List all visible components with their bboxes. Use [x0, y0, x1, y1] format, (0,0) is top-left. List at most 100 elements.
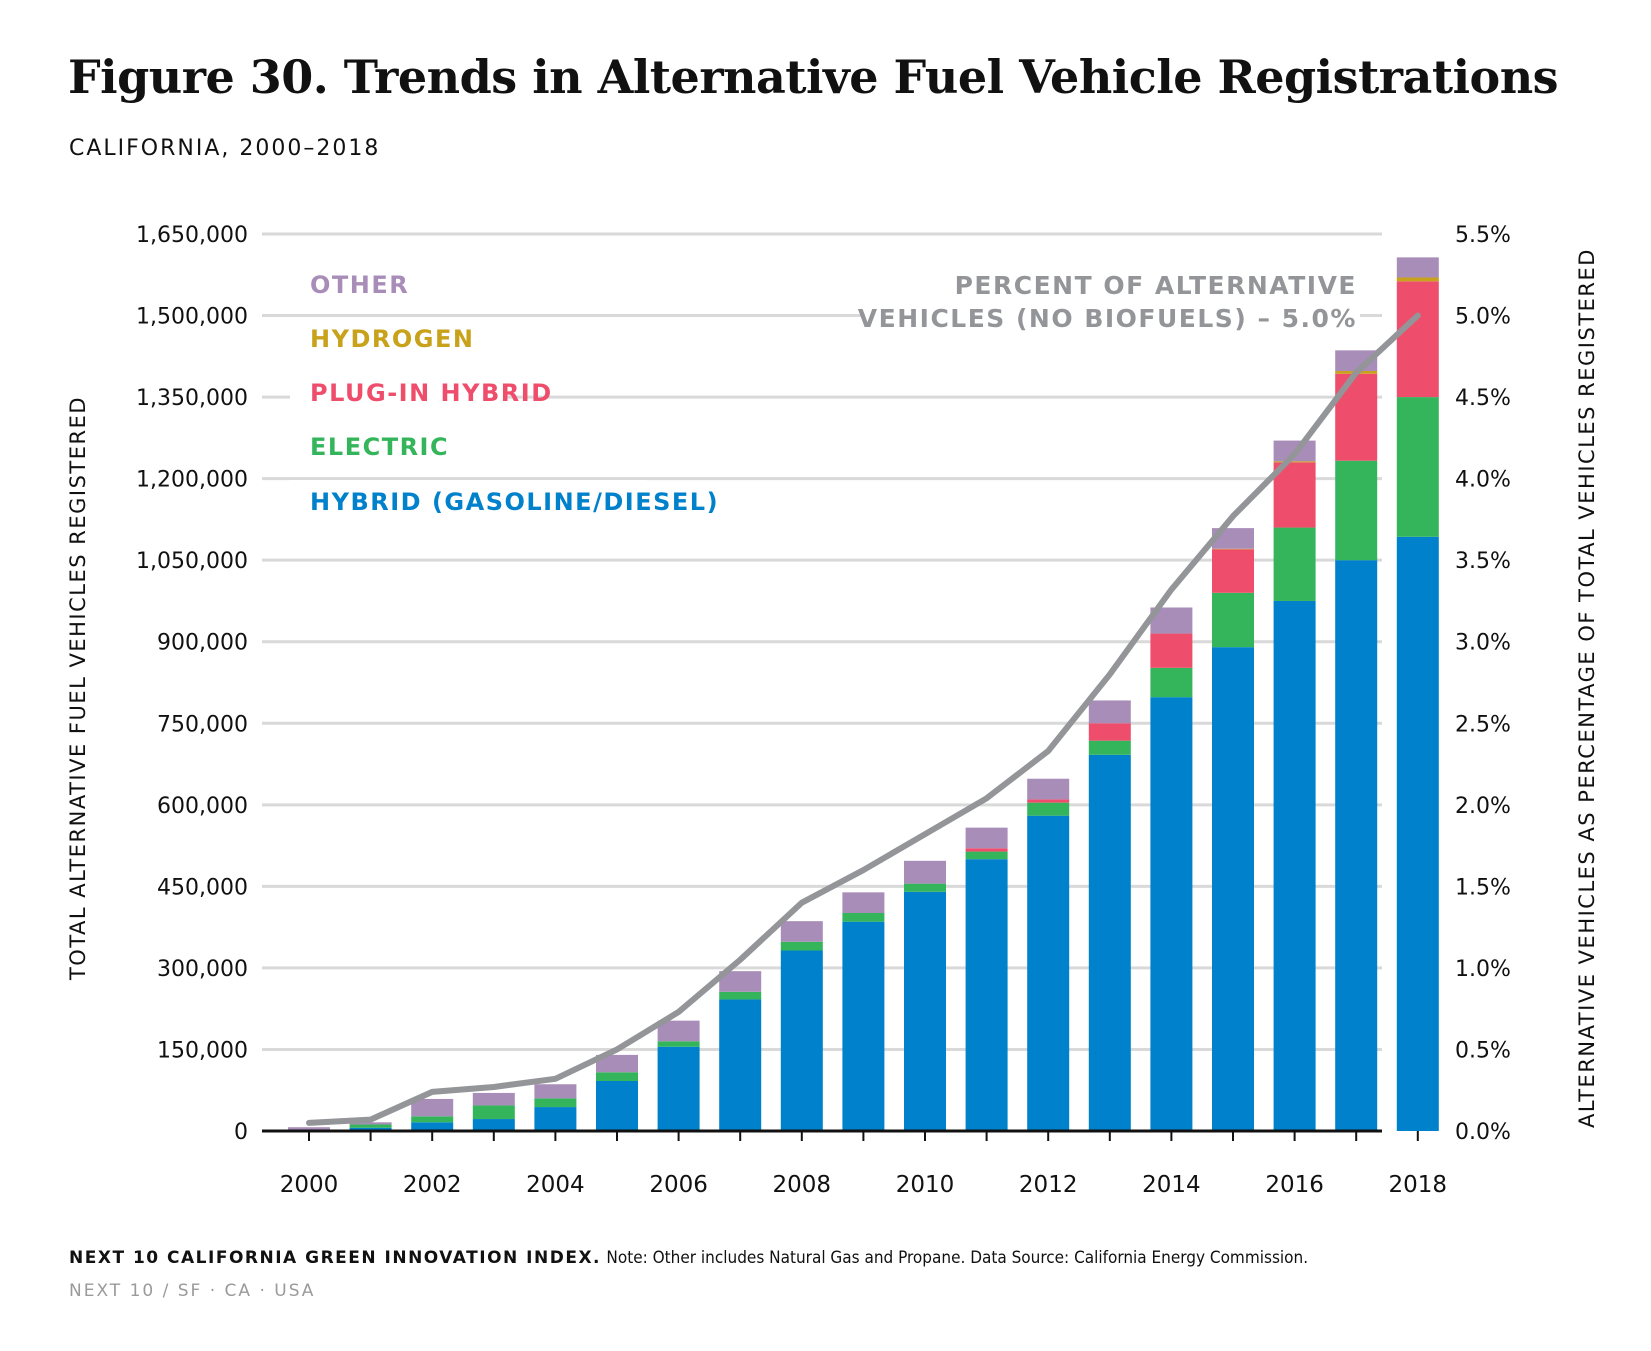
bar-plug-in-hybrid-2011 — [965, 848, 1008, 852]
x-tick-label: 2016 — [1265, 1172, 1324, 1198]
legend-item: PLUG-IN HYBRID — [310, 379, 553, 407]
bar-other-2006 — [657, 1020, 700, 1042]
bar-electric-2007 — [719, 991, 762, 1000]
x-tick-label: 2000 — [280, 1172, 339, 1198]
bar-electric-2012 — [1027, 802, 1070, 816]
legend-bg — [290, 425, 422, 465]
legend-item: HYDROGEN — [310, 325, 474, 353]
percent-line-path — [306, 312, 1421, 1126]
y-tick-label: 450,000 — [157, 875, 248, 900]
y-tick-label: 600,000 — [157, 794, 248, 819]
line-label-bg — [865, 265, 1360, 335]
bar-electric-2001 — [349, 1124, 392, 1128]
y-tick-label: 1,200,000 — [136, 468, 248, 493]
bar-hybrid-gasoline-diesel-2005 — [596, 1080, 638, 1131]
bars — [288, 257, 1439, 1131]
bar-other-2004 — [534, 1084, 577, 1099]
x-tick-label: 2012 — [1019, 1172, 1078, 1198]
bar-electric-2010 — [904, 883, 946, 892]
y-right-tick-label: 4.0% — [1455, 468, 1511, 493]
bar-hybrid-gasoline-diesel-2017 — [1335, 560, 1378, 1131]
y-tick-label: 1,650,000 — [136, 223, 248, 248]
bar-plug-in-hybrid-2014 — [1150, 633, 1193, 668]
bar-plug-in-hybrid-2017 — [1335, 373, 1378, 461]
bar-electric-2006 — [657, 1041, 700, 1047]
legend-item: HYBRID (GASOLINE/DIESEL) — [310, 488, 719, 516]
bar-electric-2017 — [1335, 460, 1378, 561]
bar-hydrogen-2018 — [1396, 277, 1439, 282]
bar-hybrid-gasoline-diesel-2001 — [349, 1127, 392, 1131]
bar-plug-in-hybrid-2016 — [1273, 462, 1316, 528]
footer-location: NEXT 10 / SF · CA · USA — [69, 1281, 316, 1301]
bar-other-2011 — [965, 827, 1008, 849]
bar-other-2009 — [842, 892, 885, 914]
bar-hybrid-gasoline-diesel-2004 — [534, 1107, 577, 1131]
percent-line-label: PERCENT OF ALTERNATIVE VEHICLES (NO BIOFU… — [858, 265, 1360, 335]
y-right-tick-label: 4.5% — [1455, 386, 1511, 411]
y-tick-label: 0 — [234, 1120, 248, 1145]
x-tick-label: 2006 — [649, 1172, 708, 1198]
x-tick-label: 2008 — [773, 1172, 832, 1198]
bar-other-2001 — [349, 1122, 392, 1125]
bar-other-2012 — [1027, 778, 1070, 800]
bar-other-2018 — [1396, 257, 1439, 278]
y-axis-ticks: 0 150,000 300,000 450,000 600,000 750,000 900,… — [136, 223, 248, 1145]
y-axis-right-ticks: 0.0% 0.5% 1.0% 1.5% 2.0% 2.5% 3.0% 3.5% 4.0% 4.5%… — [1455, 223, 1511, 1145]
x-tick-label: 2014 — [1142, 1172, 1201, 1198]
y-right-tick-label: 0.5% — [1455, 1038, 1511, 1063]
y-axis-right-title: ALTERNATIVE VEHICLES AS PERCENTAGE OF TO… — [1575, 248, 1599, 1128]
x-tick-label: 2018 — [1389, 1172, 1448, 1198]
y-right-tick-label: 3.0% — [1455, 631, 1511, 656]
y-tick-label: 300,000 — [157, 957, 248, 982]
legend-bg — [290, 480, 646, 520]
bar-hybrid-gasoline-diesel-2011 — [965, 859, 1008, 1131]
x-axis-ticks: 2000 2002 2004 2006 2008 2010 2012 2014 2016 2018 — [280, 1172, 1447, 1198]
bar-electric-2003 — [472, 1105, 515, 1120]
bar-electric-2005 — [596, 1072, 638, 1081]
bar-hybrid-gasoline-diesel-2002 — [411, 1122, 454, 1131]
percent-line — [306, 312, 1421, 1126]
bar-other-2008 — [780, 921, 823, 942]
bar-other-2000 — [288, 1127, 330, 1130]
bar-plug-in-hybrid-2015 — [1212, 549, 1254, 593]
bar-other-2003 — [472, 1092, 515, 1106]
bar-electric-2013 — [1088, 740, 1131, 755]
bar-hybrid-gasoline-diesel-2003 — [472, 1119, 515, 1131]
bar-other-2005 — [596, 1054, 638, 1073]
line-label-text: PERCENT OF ALTERNATIVE — [955, 271, 1357, 300]
y-right-tick-label: 1.5% — [1455, 875, 1511, 900]
bar-electric-2008 — [780, 941, 823, 951]
y-right-tick-label: 5.5% — [1455, 223, 1511, 248]
footer-org: NEXT 10 CALIFORNIA GREEN INNOVATION INDE… — [69, 1248, 602, 1268]
bar-electric-2009 — [842, 913, 885, 922]
bar-hybrid-gasoline-diesel-2012 — [1027, 815, 1070, 1131]
y-right-tick-label: 3.5% — [1455, 549, 1511, 574]
x-tick-label: 2010 — [896, 1172, 955, 1198]
y-right-tick-label: 1.0% — [1455, 957, 1511, 982]
legend: OTHER HYDROGEN PLUG-IN HYBRID ELECTRIC HYBRI… — [290, 263, 719, 520]
legend-item: OTHER — [310, 271, 409, 299]
chart-subtitle: CALIFORNIA, 2000–2018 — [69, 136, 381, 161]
bar-hybrid-gasoline-diesel-2006 — [657, 1046, 700, 1131]
bar-plug-in-hybrid-2018 — [1396, 281, 1439, 398]
legend-bg — [290, 263, 380, 303]
bar-electric-2014 — [1150, 667, 1193, 698]
y-tick-label: 1,050,000 — [136, 549, 248, 574]
bar-hydrogen-2016 — [1273, 461, 1316, 463]
bar-hybrid-gasoline-diesel-2007 — [719, 999, 762, 1131]
bar-hybrid-gasoline-diesel-2015 — [1212, 647, 1254, 1131]
y-axis-title: TOTAL ALTERNATIVE FUEL VEHICLES REGISTER… — [66, 396, 90, 981]
bar-other-2002 — [411, 1098, 454, 1117]
bar-hydrogen-2015 — [1212, 548, 1254, 550]
y-tick-label: 1,500,000 — [136, 305, 248, 330]
bar-other-2010 — [904, 860, 946, 884]
line-label-text: VEHICLES (NO BIOFUELS) – 5.0% — [858, 304, 1357, 333]
bar-hybrid-gasoline-diesel-2008 — [780, 950, 823, 1131]
bar-electric-2018 — [1396, 397, 1439, 537]
bar-hybrid-gasoline-diesel-2009 — [842, 921, 885, 1131]
bar-electric-2016 — [1273, 527, 1316, 601]
y-right-tick-label: 2.0% — [1455, 794, 1511, 819]
legend-bg — [290, 371, 506, 411]
x-tick-label: 2002 — [403, 1172, 462, 1198]
